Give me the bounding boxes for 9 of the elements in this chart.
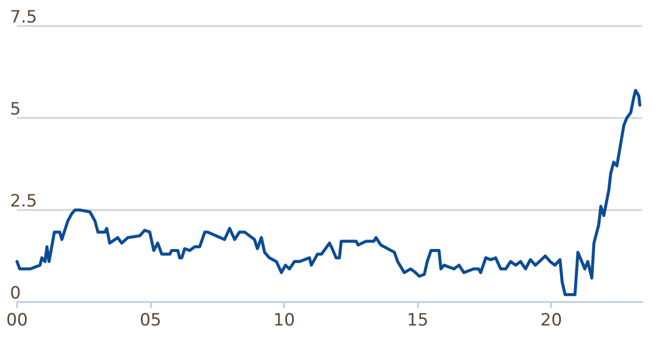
y-tick-label: 5 bbox=[10, 100, 21, 120]
y-tick-label: 7.5 bbox=[10, 8, 38, 28]
y-tick-label: 2.5 bbox=[10, 192, 38, 212]
x-tick-label: 15 bbox=[406, 310, 428, 330]
x-tick-label: 20 bbox=[540, 310, 562, 330]
y-tick-label: 0 bbox=[10, 284, 21, 304]
x-tick-label: 00 bbox=[6, 310, 28, 330]
x-tick-label: 05 bbox=[140, 310, 162, 330]
x-tick-label: 10 bbox=[273, 310, 295, 330]
